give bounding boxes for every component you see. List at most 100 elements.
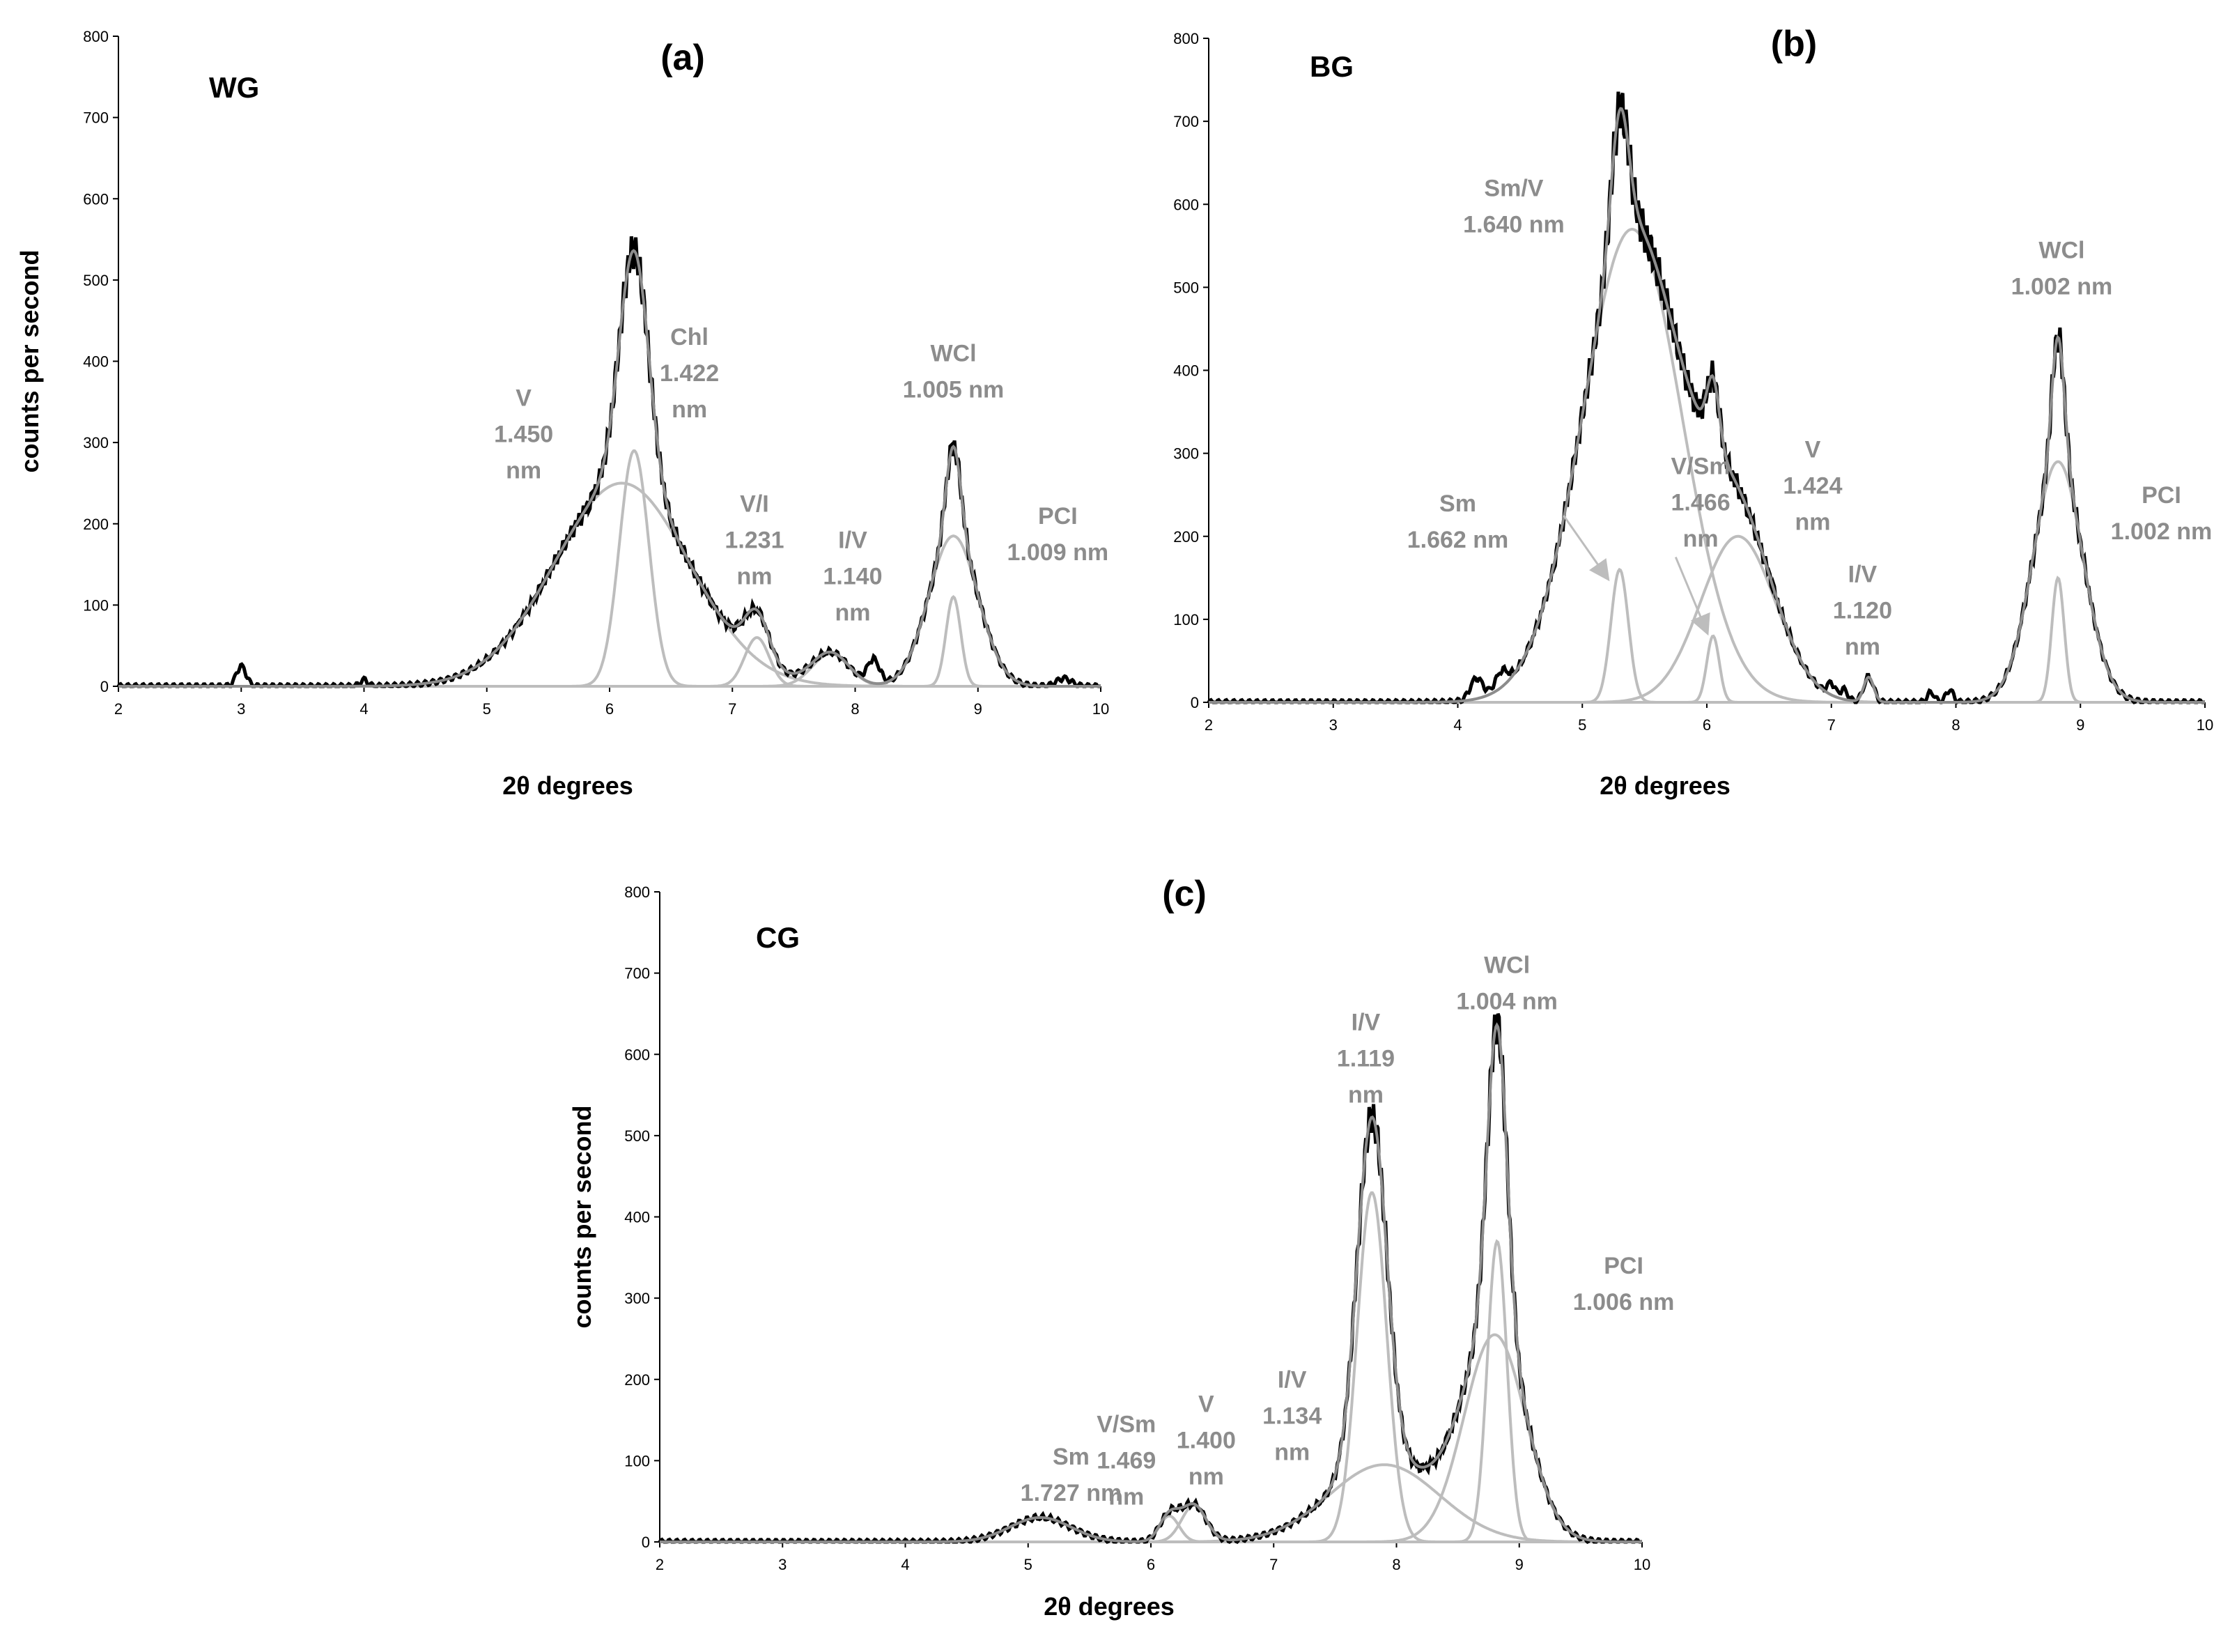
peak-annotation-line: nm [1189, 1463, 1224, 1490]
peak-annotation-line: 1.002 nm [2111, 518, 2213, 545]
peak-annotation-line: Sm [1439, 491, 1476, 517]
peak-annotation-line: V [1805, 437, 1821, 463]
x-axis-title: 2θ degrees [1044, 1592, 1175, 1621]
peak-annotation-line: 1.006 nm [1573, 1289, 1675, 1315]
y-tick-label: 200 [83, 516, 109, 533]
peak-annotation: I/V 1.119 nm [1337, 1009, 1395, 1108]
peak-annotation-line: I/V [1848, 561, 1878, 587]
y-tick-label: 800 [1173, 30, 1199, 47]
peak-annotation-line: 1.727 nm [1021, 1480, 1122, 1506]
annotation-arrow [1563, 515, 1610, 582]
peak-annotation-line: nm [1108, 1484, 1144, 1511]
y-tick-label: 800 [624, 883, 650, 901]
peak-annotation-line: 1.134 [1262, 1403, 1322, 1429]
peak-annotation-line: 1.662 nm [1407, 527, 1509, 553]
x-tick-label: 3 [1329, 716, 1338, 734]
peak-annotation: WCl 1.002 nm [2011, 238, 2113, 300]
peak-annotation-line: 1.009 nm [1007, 539, 1109, 566]
fitted-sum-line [118, 249, 1101, 688]
x-tick-label: 9 [1515, 1556, 1524, 1573]
peak-annotation: PCI 1.002 nm [2111, 482, 2213, 545]
peak-annotation: V 1.400 nm [1177, 1391, 1236, 1490]
peak-annotation-line: Chl [670, 324, 709, 350]
peak-annotation: I/V 1.134 nm [1262, 1366, 1322, 1465]
peak-annotation: Sm 1.662 nm [1407, 491, 1509, 553]
component-peak-iv [118, 652, 1101, 688]
x-tick-label: 6 [1703, 716, 1711, 734]
x-tick-label: 6 [1147, 1556, 1155, 1573]
y-tick-label: 100 [624, 1452, 650, 1469]
peak-annotation-line: nm [506, 458, 541, 484]
peak-annotation-line: I/V [1278, 1366, 1307, 1393]
x-tick-label: 10 [1092, 700, 1109, 718]
x-tick-label: 4 [901, 1556, 909, 1573]
peak-annotation: I/V 1.140 nm [823, 527, 882, 626]
x-tick-label: 8 [1392, 1556, 1400, 1573]
peak-annotation-line: WCl [930, 341, 976, 367]
y-tick-label: 0 [1191, 694, 1199, 711]
x-tick-label: 2 [114, 700, 123, 718]
x-tick-label: 7 [1269, 1556, 1278, 1573]
fitted-sum-line [660, 1022, 1642, 1543]
x-tick-label: 4 [1453, 716, 1462, 734]
x-tick-label: 3 [237, 700, 245, 718]
peak-annotation: V 1.450 nm [494, 385, 553, 484]
y-tick-label: 800 [83, 28, 109, 45]
y-tick-label: 600 [1173, 196, 1199, 213]
peak-annotation-line: V/Sm [1671, 453, 1731, 479]
x-axis-title: 2θ degrees [1600, 771, 1731, 800]
y-tick-label: 100 [83, 596, 109, 614]
peak-annotation-line: nm [1683, 525, 1719, 552]
annotation-arrow [1674, 556, 1710, 636]
peak-annotation-line: WCl [2038, 238, 2084, 264]
y-tick-label: 400 [1173, 362, 1199, 380]
peak-annotation-line: 1.422 [660, 360, 719, 387]
y-tick-label: 700 [624, 965, 650, 982]
peak-annotation-line: nm [1845, 633, 1880, 660]
x-tick-label: 8 [1951, 716, 1960, 734]
y-tick-label: 700 [1173, 113, 1199, 130]
peak-annotation-line: nm [736, 563, 772, 589]
y-tick-label: 300 [83, 434, 109, 451]
peak-annotation: PCI 1.006 nm [1573, 1253, 1675, 1315]
x-tick-label: 10 [1634, 1556, 1650, 1573]
peak-annotation-line: Sm [1053, 1444, 1090, 1470]
x-tick-label: 9 [2076, 716, 2084, 734]
component-peak-vsm [1209, 634, 2205, 704]
y-tick-label: 700 [83, 109, 109, 127]
y-tick-label: 500 [624, 1127, 650, 1145]
y-tick-label: 300 [1173, 445, 1199, 463]
peak-annotation: Chl 1.422 nm [660, 324, 719, 423]
chart-panel-b: 0 100 200 300 400 500 600 700 800 2 3 4 5 6 7 8 9 10 2θ de… [1173, 24, 2213, 800]
x-tick-label: 5 [1578, 716, 1586, 734]
y-tick-label: 400 [624, 1209, 650, 1226]
x-tick-label: 7 [1827, 716, 1836, 734]
y-tick-label: 500 [83, 272, 109, 289]
peak-annotation-line: 1.004 nm [1456, 989, 1558, 1015]
peak-annotation-line: 1.424 [1783, 473, 1842, 500]
peak-annotation-line: V [1198, 1391, 1214, 1417]
peak-annotation-line: nm [835, 600, 870, 626]
y-tick-label: 500 [1173, 279, 1199, 296]
peak-annotation-line: 1.466 [1671, 489, 1731, 516]
peak-annotation: V/Sm 1.469 nm [1097, 1412, 1156, 1511]
component-peak-pci [1209, 576, 2205, 704]
peak-annotation-line: 1.140 [823, 564, 882, 590]
peak-annotation-line: V/Sm [1097, 1412, 1156, 1438]
peak-annotation-line: nm [1274, 1439, 1310, 1465]
y-tick-label: 600 [624, 1046, 650, 1063]
peak-annotation: WCl 1.004 nm [1456, 952, 1558, 1015]
component-peak-pci [118, 595, 1101, 688]
component-peak-v [118, 481, 1101, 688]
peak-annotation-line: 1.231 [725, 527, 784, 553]
peak-annotation-line: nm [1795, 509, 1830, 536]
peak-annotation-line: 1.120 [1833, 597, 1892, 624]
x-tick-label: 6 [605, 700, 614, 718]
peak-annotation-line: PCI [1604, 1253, 1643, 1279]
peak-annotation-line: 1.450 [494, 422, 553, 448]
peak-annotation-line: nm [1348, 1081, 1384, 1108]
y-axis-title: counts per second [15, 249, 44, 472]
sample-label: WG [209, 71, 259, 104]
x-tick-label: 3 [778, 1556, 787, 1573]
x-tick-label: 2 [656, 1556, 664, 1573]
